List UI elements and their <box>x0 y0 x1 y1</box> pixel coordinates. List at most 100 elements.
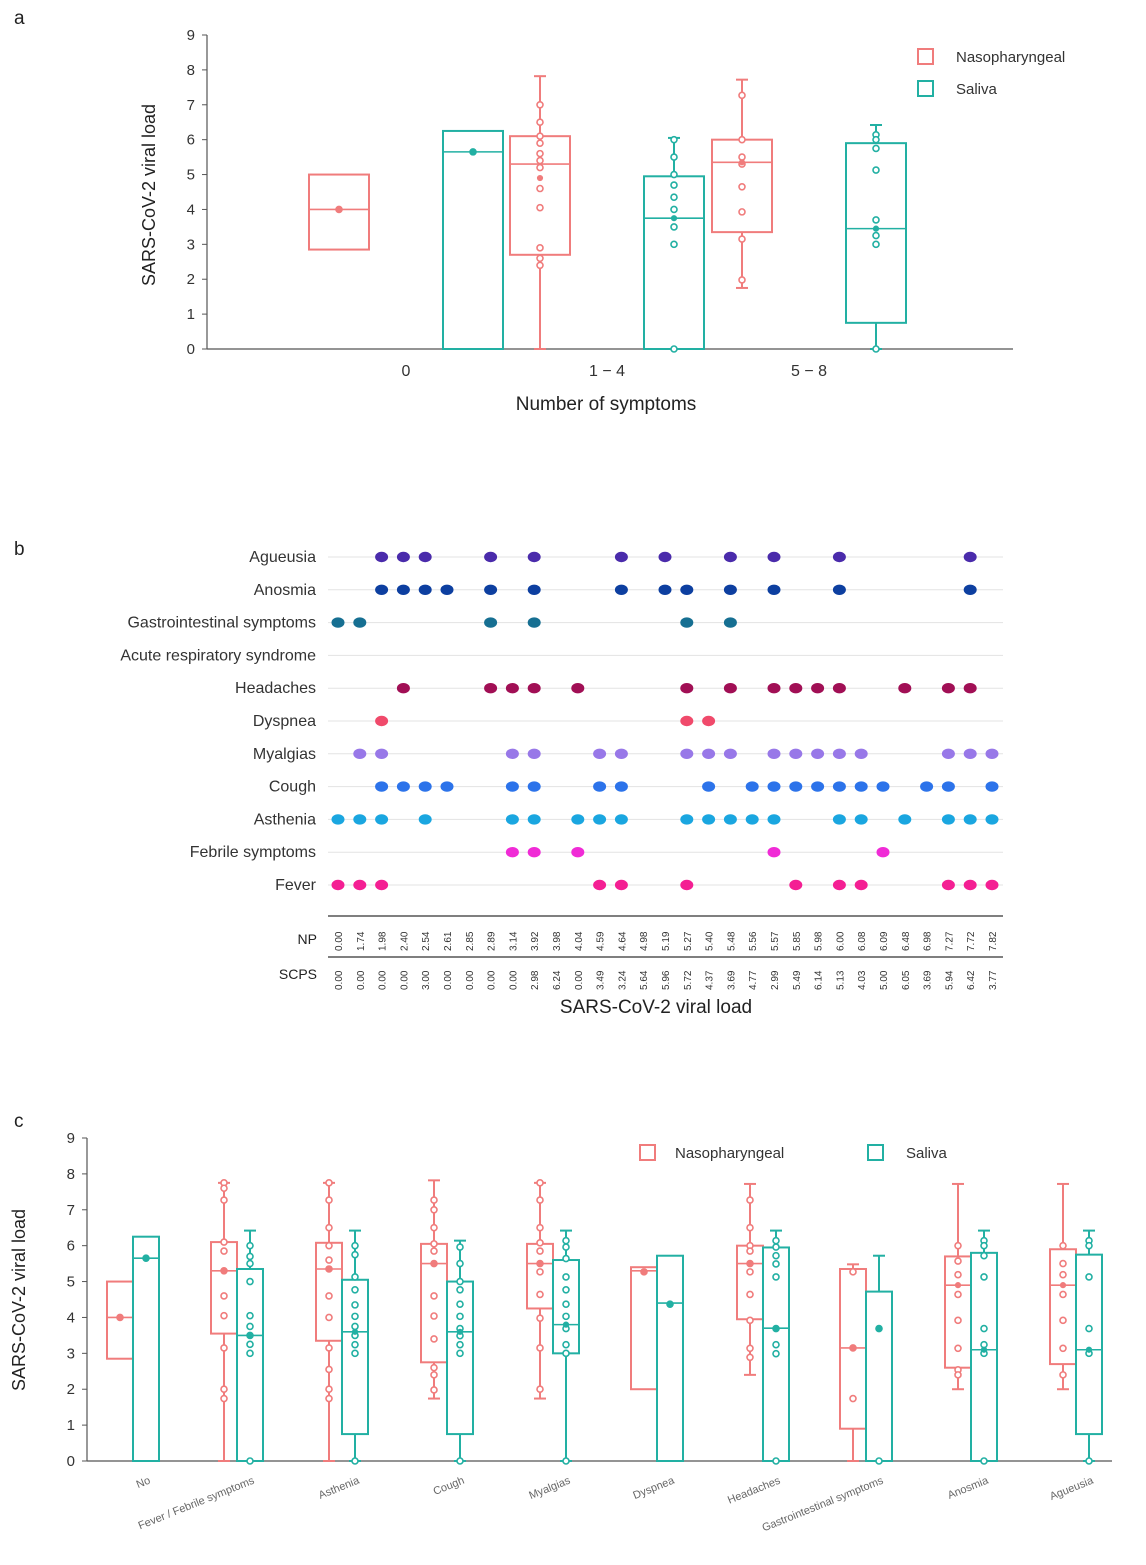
scps-value-label: 0.00 <box>574 970 585 990</box>
symptom-dot <box>614 781 628 792</box>
legend-swatch-saliva <box>867 1144 884 1161</box>
np-value-label: 5.48 <box>726 931 737 951</box>
legend-swatch-nasopharyngeal <box>917 48 934 65</box>
box-nasopharyngeal <box>308 173 370 251</box>
symptom-dot <box>505 814 519 825</box>
scps-value-label: 5.00 <box>879 970 890 990</box>
np-value-label: 6.00 <box>835 931 846 951</box>
data-point <box>536 1290 544 1299</box>
mean-marker <box>469 148 477 155</box>
data-point <box>325 1365 333 1374</box>
symptom-dot <box>963 551 977 563</box>
symptom-dot <box>505 847 519 858</box>
symptom-dot <box>723 617 737 628</box>
symptom-dot <box>440 584 454 595</box>
y-tick-label: 3 <box>187 236 195 253</box>
box-saliva <box>341 1229 369 1465</box>
data-point <box>872 345 880 353</box>
mean-marker <box>640 1268 648 1275</box>
scps-value-label: 5.94 <box>944 970 955 990</box>
panel-a-ylabel: SARS-CoV-2 viral load <box>139 104 159 286</box>
np-value-label: 6.48 <box>901 931 912 951</box>
data-point <box>1085 1241 1093 1250</box>
mean-marker <box>351 1328 359 1335</box>
data-point <box>536 254 544 263</box>
symptom-dot <box>789 748 803 759</box>
data-point <box>772 1273 780 1281</box>
data-point <box>325 1241 333 1250</box>
symptom-dot <box>614 814 628 825</box>
data-point <box>220 1238 228 1246</box>
symptom-dot <box>832 748 846 759</box>
np-value-label: 1.98 <box>378 931 389 951</box>
symptom-dot <box>593 879 607 891</box>
data-point <box>246 1259 254 1268</box>
data-point <box>430 1363 438 1372</box>
data-point <box>746 1223 754 1232</box>
data-point <box>562 1254 570 1263</box>
scps-value-label: 0.00 <box>443 970 454 990</box>
symptom-dot <box>941 879 955 891</box>
data-point <box>536 203 544 212</box>
symptom-dot <box>527 781 541 792</box>
panel-a-label: a <box>14 8 25 29</box>
data-point <box>456 1349 464 1358</box>
symptom-dot <box>505 748 519 759</box>
symptom-dot <box>680 584 694 595</box>
symptom-dot <box>898 683 912 694</box>
mean-marker <box>666 1301 674 1308</box>
data-point <box>772 1457 780 1465</box>
y-tick-label: 2 <box>67 1381 75 1398</box>
data-point <box>954 1344 962 1353</box>
symptom-dot <box>680 715 694 727</box>
symptom-dot <box>811 683 825 694</box>
box-iqr <box>656 1254 684 1463</box>
data-point <box>536 100 544 109</box>
data-point <box>670 170 678 179</box>
symptom-dot <box>811 781 825 792</box>
scps-value-label: 0.00 <box>334 970 345 990</box>
data-point <box>746 1268 754 1276</box>
data-point <box>351 1322 359 1331</box>
scps-value-label: 5.64 <box>639 970 650 990</box>
box-nasopharyngeal <box>509 75 571 350</box>
symptom-dot <box>723 683 737 694</box>
symptom-dot <box>723 584 737 595</box>
symptom-dot <box>527 814 541 825</box>
box-saliva <box>845 124 907 353</box>
x-tick-label: Anosmia <box>946 1474 991 1501</box>
box-iqr <box>865 1290 893 1463</box>
scps-value-label: 0.00 <box>399 970 410 990</box>
symptom-dot <box>375 879 389 891</box>
data-point <box>1059 1259 1067 1268</box>
data-point <box>456 1312 464 1321</box>
data-point <box>562 1236 570 1245</box>
symptom-dot <box>963 814 977 825</box>
symptom-dot <box>571 683 585 694</box>
symptom-dot <box>854 879 868 891</box>
data-point <box>351 1286 359 1294</box>
data-point <box>670 205 678 214</box>
np-value-label: 3.14 <box>508 931 519 951</box>
symptom-dot <box>396 551 410 563</box>
data-point <box>562 1457 570 1465</box>
symptom-dot <box>832 551 846 563</box>
box-nasopharyngeal <box>106 1280 134 1360</box>
box-saliva <box>132 1235 160 1463</box>
data-point <box>670 345 678 353</box>
symptom-label: Headaches <box>235 680 316 697</box>
mean-marker <box>536 174 544 182</box>
np-value-label: 2.61 <box>443 931 454 951</box>
symptom-dot <box>941 683 955 694</box>
box-iqr <box>643 175 705 350</box>
symptom-dot <box>571 814 585 825</box>
box-nasopharyngeal <box>420 1179 448 1400</box>
symptom-dot <box>702 715 716 727</box>
box-saliva <box>970 1229 998 1465</box>
symptom-dot <box>527 617 541 628</box>
data-point <box>220 1247 228 1255</box>
symptom-dot <box>723 551 737 563</box>
symptom-dot <box>680 748 694 759</box>
mean-marker <box>220 1267 228 1274</box>
